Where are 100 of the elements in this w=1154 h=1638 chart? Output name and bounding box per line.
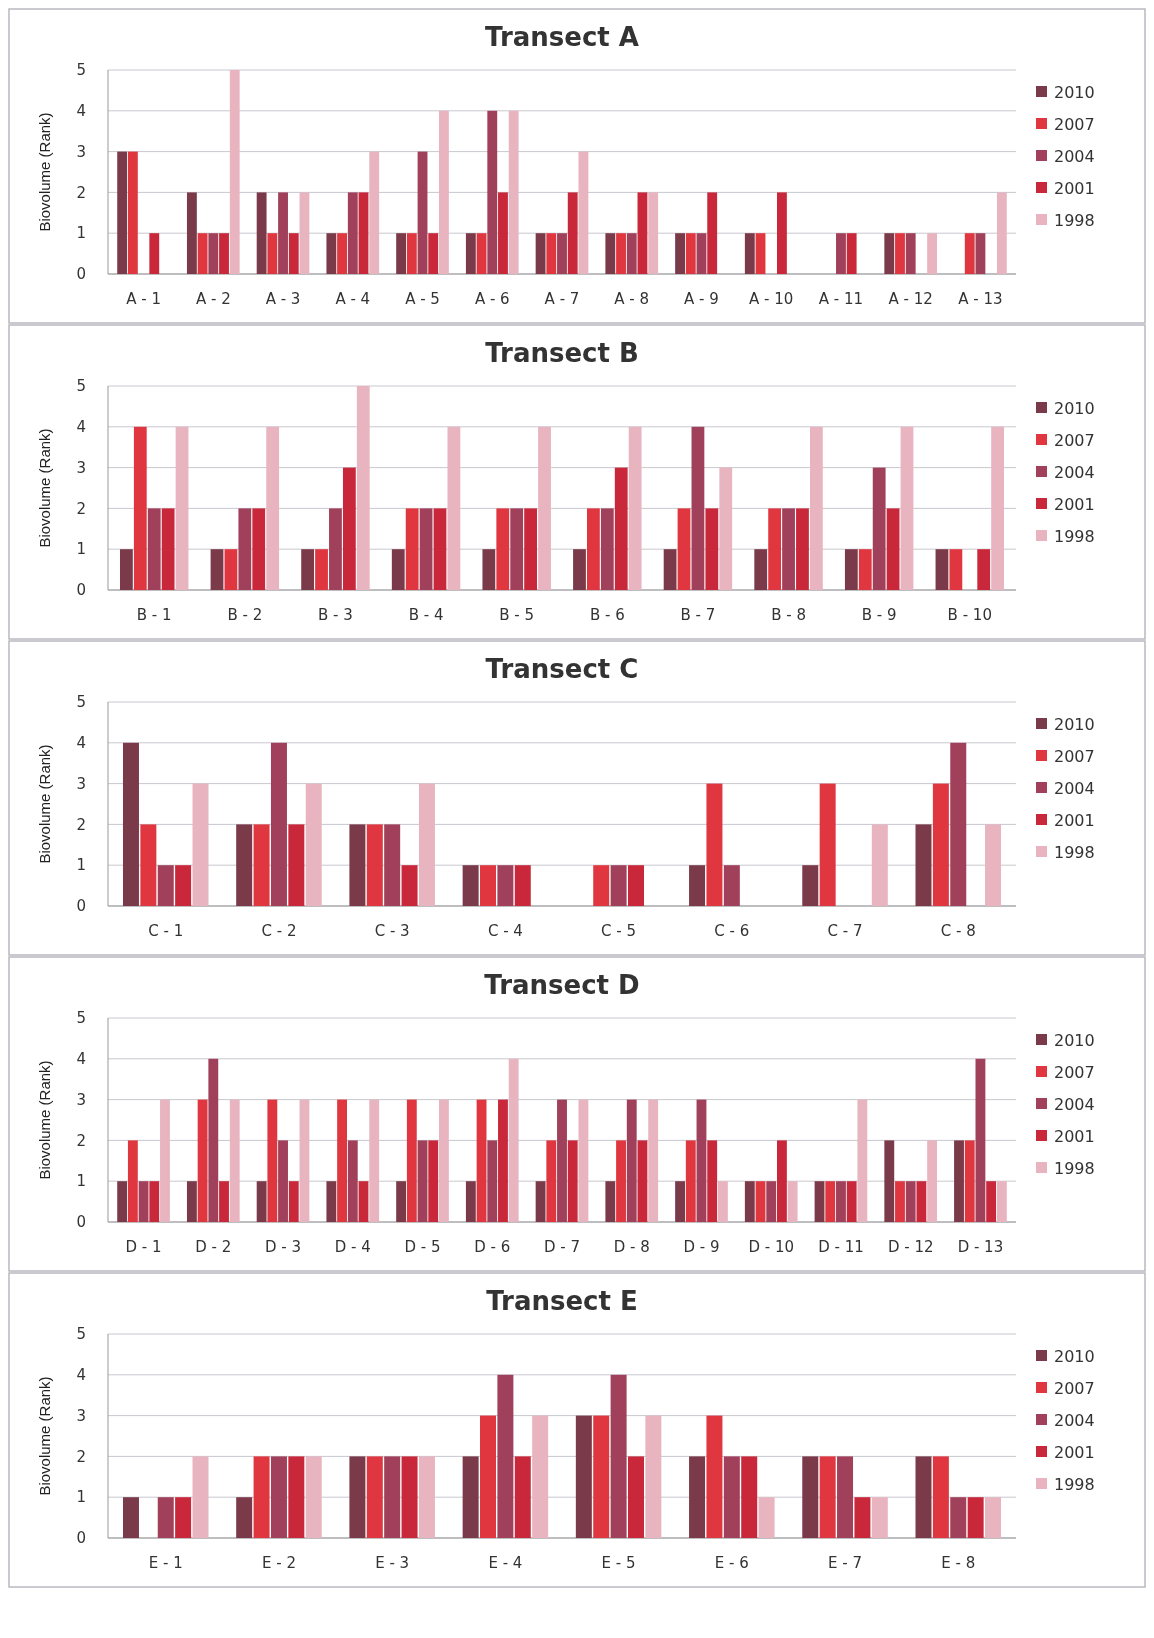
bar	[267, 1099, 278, 1222]
x-tick-label: C - 2	[261, 922, 297, 940]
bar	[696, 1099, 707, 1222]
y-tick-label: 5	[76, 377, 86, 396]
legend-label: 1998	[1054, 842, 1095, 862]
bar	[157, 865, 174, 906]
x-tick-label: A - 3	[265, 290, 301, 308]
bar	[915, 824, 932, 906]
bar	[418, 1456, 435, 1538]
bar	[593, 1415, 610, 1538]
y-tick-label: 0	[76, 1213, 86, 1232]
y-tick-label: 4	[76, 418, 86, 437]
chart-title: Transect C	[485, 654, 639, 684]
bar	[510, 508, 524, 590]
bar	[535, 233, 546, 274]
bar	[219, 1181, 229, 1222]
bar	[465, 1181, 476, 1222]
bar	[689, 1456, 706, 1538]
legend-label: 2010	[1054, 714, 1095, 734]
legend-label: 2004	[1054, 146, 1095, 166]
bar	[796, 508, 809, 590]
bar	[575, 1415, 592, 1538]
x-tick-label: E - 8	[941, 1554, 976, 1572]
bar	[253, 1456, 270, 1538]
x-tick-label: A - 6	[474, 290, 510, 308]
bar	[329, 508, 342, 590]
bar	[777, 192, 787, 274]
bar	[439, 110, 449, 274]
bar	[358, 192, 369, 274]
legend-label: 1998	[1054, 526, 1095, 546]
bar	[337, 233, 347, 274]
bar	[358, 1181, 369, 1222]
x-tick-label: B - 3	[318, 606, 353, 624]
bar	[175, 865, 192, 906]
bar	[419, 508, 433, 590]
legend-label: 2004	[1054, 462, 1095, 482]
bar	[538, 426, 551, 590]
bar	[462, 1456, 479, 1538]
bar	[610, 865, 627, 906]
legend-label: 2007	[1054, 1062, 1095, 1082]
bar	[238, 508, 252, 590]
bar	[384, 1456, 401, 1538]
y-tick-label: 3	[76, 1090, 86, 1109]
bar	[236, 1497, 253, 1538]
bar	[138, 1181, 149, 1222]
x-tick-label: E - 5	[601, 1554, 636, 1572]
bar	[768, 508, 782, 590]
bar	[498, 1099, 508, 1222]
bar	[147, 508, 161, 590]
y-tick-label: 1	[76, 856, 86, 875]
bar	[600, 508, 614, 590]
bar	[349, 824, 366, 906]
bar	[266, 426, 280, 590]
legend-label: 2007	[1054, 1378, 1095, 1398]
bar	[476, 1099, 487, 1222]
legend-label: 2007	[1054, 114, 1095, 134]
bar	[342, 467, 356, 590]
bar	[267, 233, 278, 274]
bar	[744, 1181, 755, 1222]
bar	[508, 1058, 519, 1222]
bar	[905, 1181, 916, 1222]
bar	[305, 783, 322, 906]
x-tick-label: D - 12	[887, 1238, 934, 1256]
bar	[219, 233, 229, 274]
x-tick-label: B - 5	[499, 606, 535, 624]
bar	[405, 508, 419, 590]
bar	[932, 1456, 949, 1538]
bar	[462, 865, 479, 906]
y-tick-label: 3	[76, 1406, 86, 1425]
x-tick-label: C - 5	[601, 922, 637, 940]
y-tick-label: 5	[76, 1325, 86, 1344]
bar	[532, 1415, 549, 1538]
bar	[755, 233, 766, 274]
bar	[140, 824, 157, 906]
bar	[587, 508, 600, 590]
chart-title: Transect E	[486, 1286, 638, 1316]
bar	[149, 1181, 160, 1222]
x-tick-label: D - 5	[404, 1238, 441, 1256]
bar	[954, 1140, 964, 1222]
y-tick-label: 3	[76, 142, 86, 161]
bar	[975, 233, 986, 274]
bar	[119, 549, 133, 590]
bar	[161, 508, 175, 590]
bar	[117, 1181, 128, 1222]
bar	[996, 1181, 1007, 1222]
bar	[744, 233, 755, 274]
bar	[186, 1181, 197, 1222]
bar	[288, 1456, 305, 1538]
bar	[369, 1099, 380, 1222]
bar	[197, 1099, 208, 1222]
bar	[315, 549, 328, 590]
x-tick-label: B - 10	[947, 606, 992, 624]
bar	[567, 192, 578, 274]
x-tick-label: B - 4	[408, 606, 444, 624]
y-tick-label: 5	[76, 1009, 86, 1028]
bar	[605, 233, 616, 274]
bar	[872, 467, 886, 590]
bar	[663, 549, 677, 590]
bar	[616, 1140, 626, 1222]
bar	[707, 1140, 718, 1222]
